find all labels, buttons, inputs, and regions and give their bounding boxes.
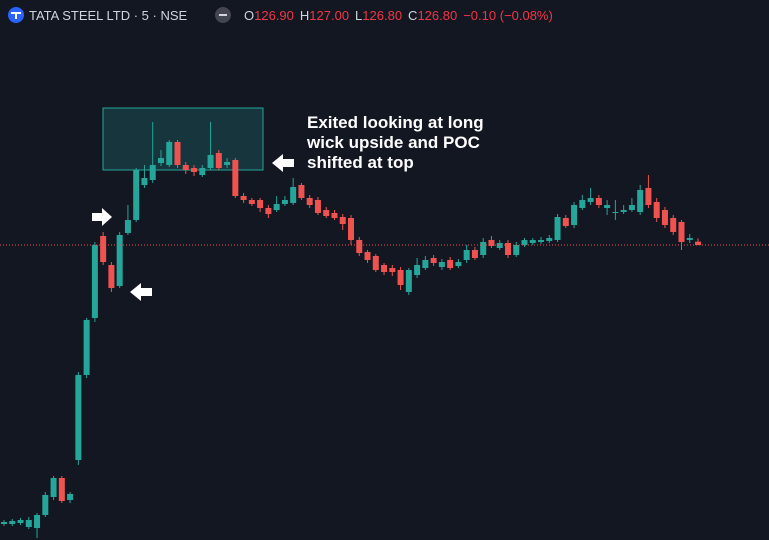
ohlc-label: H [299, 7, 310, 23]
ohlc-label: O [244, 7, 255, 23]
change: −0.10 (−0.08%) [463, 7, 553, 23]
arrow [272, 154, 294, 172]
header: TATA STEEL LTD · 5 · NSE O126.90 H127.00 L… [0, 0, 557, 30]
arrow [92, 208, 112, 226]
ohlc-label: L [355, 7, 363, 23]
annotation: wick upside and POC [306, 133, 480, 152]
ohlc-value: 126.80 [362, 7, 403, 23]
ohlc-value: 126.90 [254, 7, 294, 23]
annotation: shifted at top [307, 153, 414, 172]
ohlc: O126.90 H127.00 L126.80 C126.80 [244, 8, 463, 23]
symbol: TATA STEEL LTD · 5 · NSE [29, 7, 188, 23]
logo [8, 7, 24, 23]
hide-button[interactable] [214, 6, 232, 24]
arrow [130, 283, 152, 301]
ohlc-value: 126.80 [417, 7, 458, 23]
zone-box [102, 107, 264, 171]
annotation: Exited looking at long [307, 113, 484, 132]
ohlc-label: C [408, 7, 418, 23]
ohlc-value: 127.00 [309, 7, 350, 23]
